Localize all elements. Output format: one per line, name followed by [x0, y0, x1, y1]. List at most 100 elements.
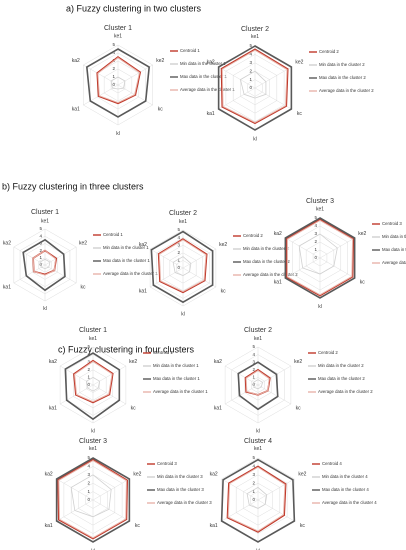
r-tick-label: 4 — [249, 52, 252, 57]
axis-label: ke1 — [41, 218, 49, 224]
axis-label: ka1 — [214, 406, 222, 412]
spoke — [92, 365, 127, 386]
spoke — [224, 384, 259, 405]
spoke — [285, 237, 321, 259]
axis-label: kc — [300, 523, 306, 529]
r-tick-label: 3 — [87, 359, 90, 364]
series-line — [97, 57, 141, 104]
legend-label: Centroid 2 — [318, 350, 338, 355]
axis-label: ke1 — [254, 446, 262, 452]
series-line — [157, 238, 208, 294]
series-line — [57, 458, 128, 540]
legend-label: Max data in the cluster 2 — [318, 376, 365, 381]
r-tick-label: 4 — [39, 233, 42, 238]
spoke — [257, 499, 295, 522]
legend-label: Min data in the cluster 3 — [157, 474, 203, 479]
series-line — [32, 249, 57, 276]
legend-label: Average data in the cluster 2 — [243, 272, 298, 277]
spoke — [56, 478, 94, 501]
section-title: a) Fuzzy clustering in two clusters — [66, 3, 202, 13]
axis-label: ka1 — [274, 280, 282, 286]
r-tick-label: 3 — [177, 242, 180, 247]
series-line — [73, 359, 114, 404]
series-line — [239, 70, 267, 99]
legend-label: Max data in the cluster 2 — [243, 259, 290, 264]
axis-label: ka1 — [3, 284, 11, 290]
legend-label: Average data in the cluster 1 — [180, 87, 235, 92]
legend-label: Centroid 2 — [243, 233, 263, 238]
axis-label: ke1 — [89, 446, 97, 452]
r-tick-label: 4 — [252, 464, 255, 469]
series-line — [55, 457, 131, 543]
series-line — [237, 361, 279, 411]
r-tick-label: 0 — [314, 255, 317, 260]
r-tick-label: 5 — [112, 42, 115, 47]
axis-label: ka2 — [45, 472, 53, 478]
legend-label: Centroid 3 — [157, 461, 177, 466]
axis-label: kc — [360, 280, 366, 286]
series-line — [220, 48, 289, 125]
legend-label: Max data in the cluster 1 — [153, 376, 200, 381]
axis-label: ke1 — [251, 34, 259, 40]
r-tick-label: 0 — [87, 497, 90, 502]
r-tick-label: 3 — [249, 60, 252, 65]
spoke — [319, 257, 355, 279]
axis-label: ke2 — [298, 472, 306, 478]
series-line — [284, 217, 356, 299]
legend-label: Average data in the cluster 3 — [382, 260, 406, 265]
axis-label: ka2 — [207, 60, 215, 66]
spoke — [44, 264, 77, 284]
legend-label: Max data in the cluster 2 — [319, 75, 366, 80]
axis-label: ke2 — [358, 231, 366, 237]
r-tick-label: 1 — [39, 255, 42, 260]
series-line — [22, 238, 66, 292]
r-tick-label: 2 — [112, 66, 115, 71]
legend-label: Average data in the cluster 2 — [319, 88, 374, 93]
series-line — [286, 219, 354, 296]
series-line — [245, 369, 270, 396]
spoke — [92, 499, 130, 522]
spoke — [224, 365, 259, 386]
legend-label: Centroid 1 — [153, 350, 173, 355]
legend-label: Min data in the cluster 2 — [318, 363, 364, 368]
r-tick-label: 2 — [39, 248, 42, 253]
series-line — [58, 459, 127, 539]
r-tick-label: 4 — [112, 50, 115, 55]
axis-label: kl — [91, 429, 95, 435]
axis-label: kl — [116, 131, 120, 137]
r-tick-label: 1 — [314, 247, 317, 252]
legend-label: Max data in the cluster 4 — [322, 487, 369, 492]
series-line — [246, 486, 268, 509]
axis-label: ke2 — [219, 242, 227, 248]
chart-title: Cluster 4 — [244, 438, 272, 445]
series-line — [217, 45, 293, 131]
legend-label: Max data in the cluster 1 — [103, 258, 150, 263]
axis-label: ka2 — [72, 58, 80, 64]
r-tick-label: 5 — [87, 344, 90, 349]
spoke — [221, 478, 259, 501]
axis-label: ke2 — [156, 58, 164, 64]
r-tick-label: 2 — [252, 480, 255, 485]
legend-label: Average data in the cluster 1 — [103, 271, 158, 276]
r-tick-label: 4 — [87, 352, 90, 357]
axis-label: ka1 — [207, 111, 215, 117]
r-tick-label: 5 — [249, 43, 252, 48]
r-tick-label: 3 — [252, 359, 255, 364]
r-tick-label: 1 — [87, 375, 90, 380]
axis-label: ke2 — [133, 472, 141, 478]
chart-title: Cluster 1 — [31, 209, 59, 216]
r-tick-label: 2 — [87, 367, 90, 372]
spoke — [149, 267, 184, 288]
legend-label: Min data in the cluster 1 — [103, 245, 149, 250]
axis-label: ke1 — [254, 336, 262, 342]
chart-title: Cluster 1 — [104, 25, 132, 32]
r-tick-label: 1 — [112, 74, 115, 79]
axis-label: ke2 — [129, 359, 137, 365]
axis-label: kc — [221, 289, 227, 295]
r-tick-label: 5 — [252, 455, 255, 460]
legend-label: Max data in the cluster 3 — [157, 487, 204, 492]
r-tick-label: 2 — [249, 68, 252, 73]
legend-label: Average data in the cluster 2 — [318, 389, 373, 394]
axis-label: ka2 — [3, 240, 11, 246]
